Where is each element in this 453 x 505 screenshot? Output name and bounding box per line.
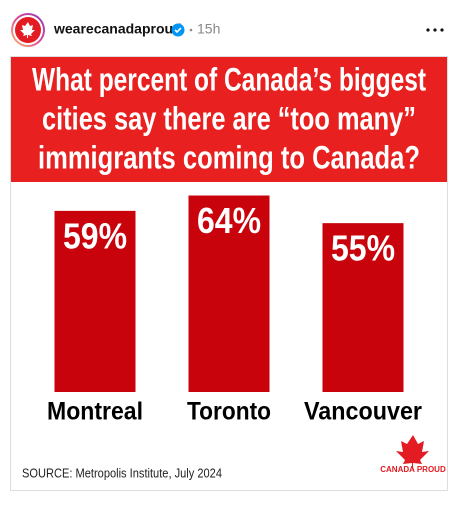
bar bbox=[322, 223, 404, 392]
post-time: 15h bbox=[197, 21, 220, 37]
x-tick-label: Toronto bbox=[187, 398, 271, 426]
more-button[interactable] bbox=[426, 28, 444, 32]
verified-check bbox=[174, 27, 182, 34]
chart-title: immigrants coming to Canada? bbox=[38, 139, 420, 175]
x-tick-label: Vancouver bbox=[304, 398, 422, 426]
logo: CANADA PROUD bbox=[380, 435, 446, 474]
bar bbox=[54, 210, 136, 392]
post-header: wearecanadaproud 15h bbox=[11, 13, 444, 47]
avatar-leaf bbox=[20, 22, 35, 38]
bar bbox=[188, 195, 270, 392]
chart-title: cities say there are “too many” bbox=[42, 100, 416, 136]
logo-leaf bbox=[396, 435, 429, 469]
logo-text: CANADA PROUD bbox=[380, 465, 446, 474]
value-label: 64% bbox=[197, 200, 261, 241]
value-label: 55% bbox=[331, 228, 395, 269]
username[interactable]: wearecanadaproud bbox=[53, 21, 182, 37]
chart-title: What percent of Canada’s biggest bbox=[32, 61, 426, 97]
value-label: 59% bbox=[63, 215, 127, 256]
title-band bbox=[11, 57, 447, 182]
dot bbox=[189, 28, 193, 32]
source: SOURCE: Metropolis Institute, July 2024 bbox=[22, 465, 222, 480]
x-tick-label: Montreal bbox=[47, 398, 143, 426]
